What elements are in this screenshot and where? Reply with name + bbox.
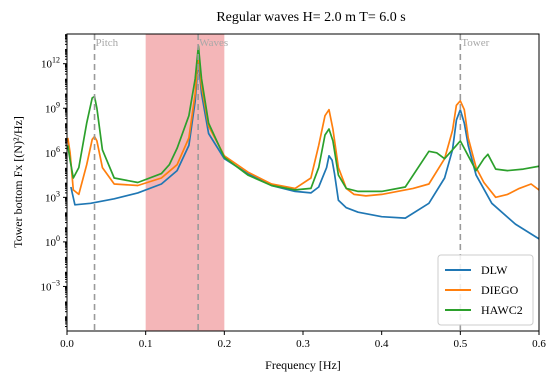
legend-label-dlw: DLW bbox=[481, 263, 508, 277]
series-line-dlw bbox=[70, 58, 539, 240]
x-tick-label: 0.5 bbox=[453, 338, 467, 350]
vline-label-tower: Tower bbox=[461, 37, 489, 49]
vline-label-waves: Waves bbox=[199, 37, 228, 49]
y-axis-label: Tower bottom Fx [(N)²/Hz] bbox=[11, 116, 25, 248]
x-tick-label: 0.2 bbox=[217, 338, 231, 350]
y-tick-label: 100 bbox=[45, 234, 60, 249]
legend-label-hawc2: HAWC2 bbox=[481, 303, 523, 317]
y-tick-label: 109 bbox=[45, 100, 60, 115]
y-tick-label: 106 bbox=[45, 145, 60, 160]
x-tick-label: 0.0 bbox=[60, 338, 74, 350]
axes: 0.0 0.1 0.2 0.3 0.4 0.5 0.6 10−3 100 103 106 109 101… bbox=[40, 33, 546, 350]
x-tick-label: 0.1 bbox=[139, 338, 153, 350]
wave-band-shading bbox=[145, 34, 225, 331]
legend-box bbox=[437, 254, 534, 326]
chart-title: Regular waves H= 2.0 m T= 6.0 s bbox=[216, 10, 405, 25]
x-tick-label: 0.3 bbox=[296, 338, 310, 350]
shade-layer bbox=[145, 34, 225, 331]
x-axis-label: Frequency [Hz] bbox=[265, 358, 341, 372]
x-tick-label: 0.4 bbox=[375, 338, 389, 350]
y-tick-label: 1012 bbox=[41, 56, 60, 71]
legend-label-diego: DIEGO bbox=[481, 283, 519, 297]
series-line-diego bbox=[67, 50, 539, 199]
vline-label-pitch: Pitch bbox=[96, 37, 119, 49]
y-tick-label: 103 bbox=[45, 189, 60, 204]
series-layer bbox=[67, 45, 539, 240]
vertical-lines: Pitch Waves Tower bbox=[93, 34, 490, 331]
series-line-hawc2 bbox=[67, 45, 539, 193]
legend: DLW DIEGO HAWC2 bbox=[437, 254, 534, 326]
x-tick-label: 0.6 bbox=[532, 338, 546, 350]
y-tick-label: 10−3 bbox=[40, 278, 60, 293]
